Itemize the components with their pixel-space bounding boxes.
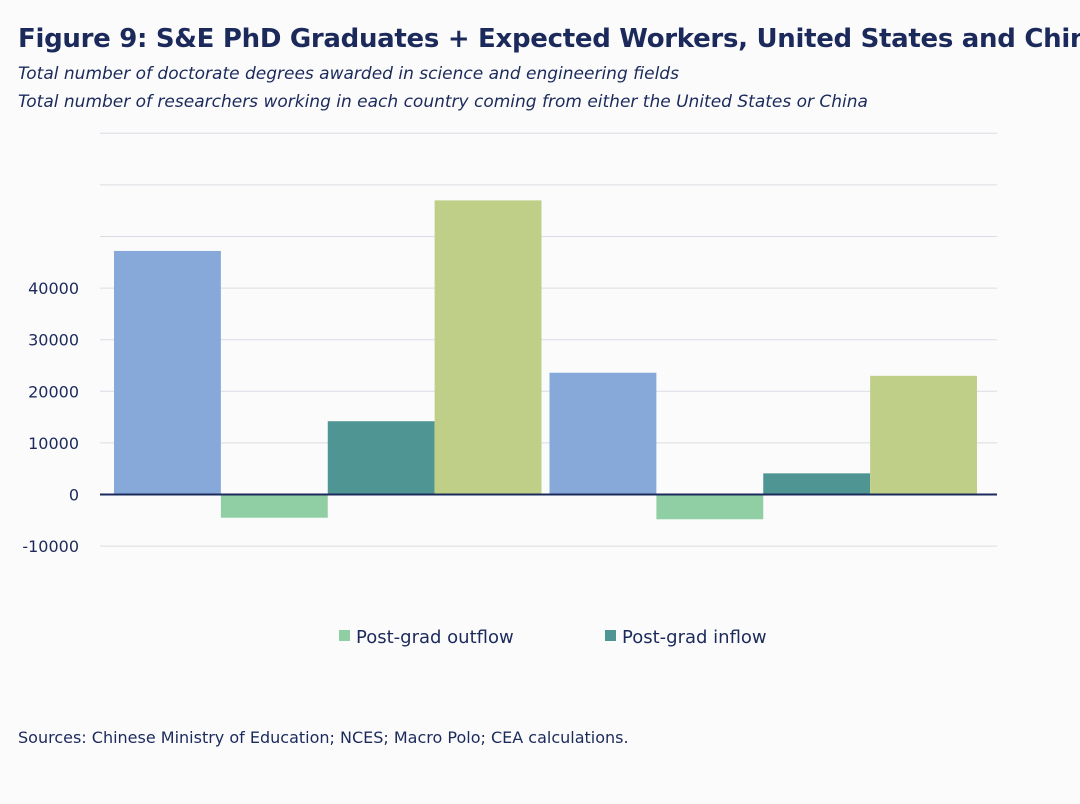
legend-swatch bbox=[339, 630, 350, 641]
y-tick-label: -10000 bbox=[22, 537, 79, 556]
chart-subtitle-researchers: Total number of researchers working in e… bbox=[18, 92, 868, 112]
chart-title: Figure 9: S&E PhD Graduates + Expected W… bbox=[18, 24, 1080, 54]
y-tick-label: 20000 bbox=[28, 382, 79, 401]
chart-subtitle-degrees: Total number of doctorate degrees awarde… bbox=[18, 64, 679, 84]
bar-post-grad-inflow bbox=[327, 421, 435, 495]
bar-post-grad-inflow bbox=[763, 473, 871, 495]
source-note: Sources: Chinese Ministry of Education; … bbox=[18, 728, 629, 747]
bar-post-grad-outflow bbox=[656, 494, 764, 520]
y-tick-label: 40000 bbox=[28, 279, 79, 298]
bar-series-1 bbox=[549, 372, 657, 495]
bar-post-grad-outflow bbox=[220, 494, 328, 518]
y-tick-label: 10000 bbox=[28, 434, 79, 453]
y-tick-label: 30000 bbox=[28, 331, 79, 350]
legend-swatch bbox=[605, 630, 616, 641]
legend-label: Post-grad inflow bbox=[622, 627, 767, 648]
bar-series-4 bbox=[870, 375, 977, 495]
y-tick-label: 0 bbox=[69, 486, 79, 505]
legend-label: Post-grad outflow bbox=[356, 627, 514, 648]
bar-chart: -10000 0 10000 20000 30000 40000 Post-grad out… bbox=[22, 132, 997, 648]
bar-series-1 bbox=[114, 250, 221, 495]
bar-series-4 bbox=[434, 200, 542, 495]
